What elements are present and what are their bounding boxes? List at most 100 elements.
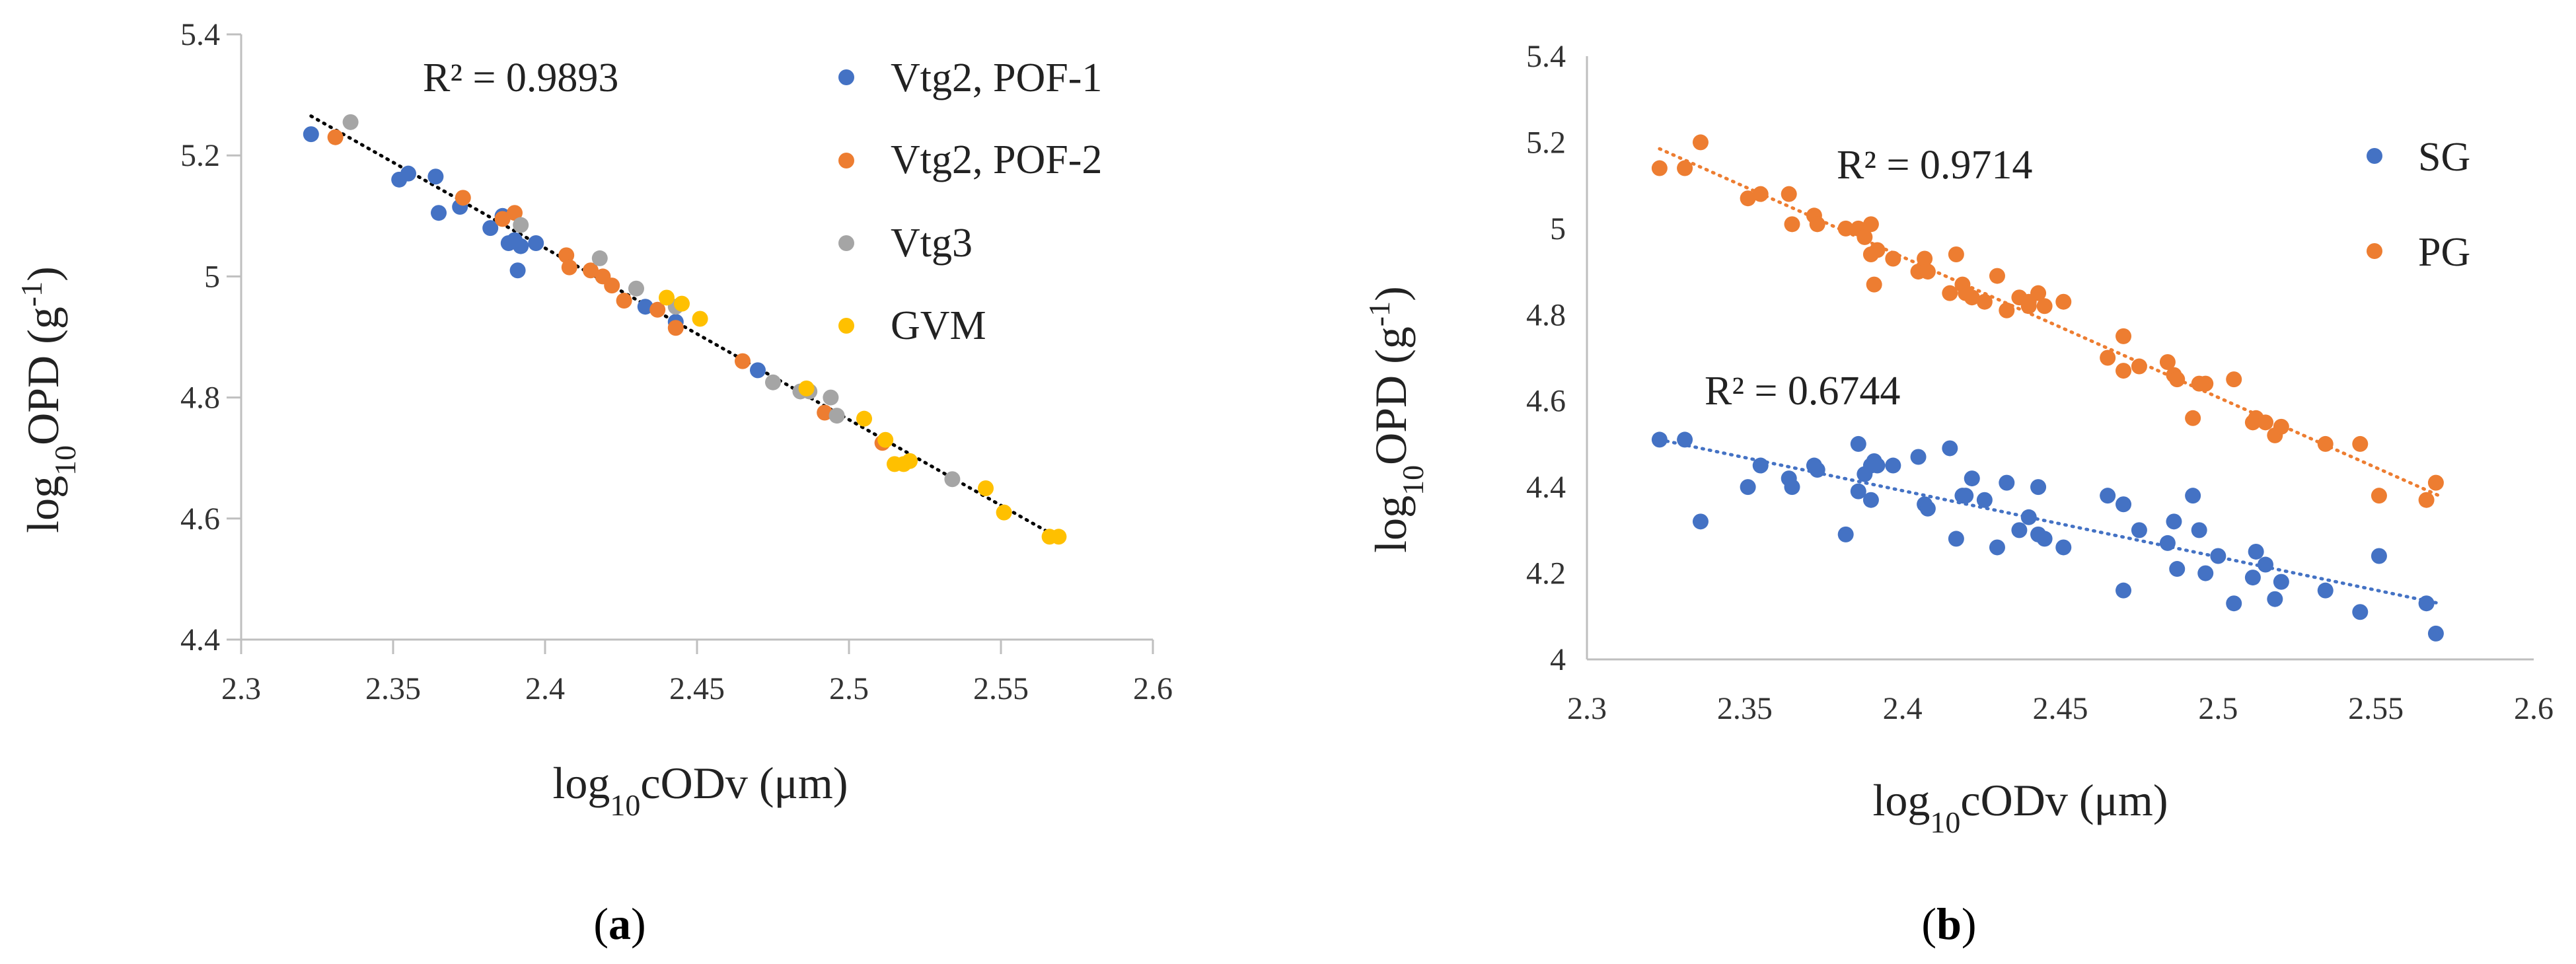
chart-a-y-tick-label: 4.4 bbox=[180, 622, 220, 657]
point-vtg3 bbox=[823, 389, 839, 406]
chart-a-x-tick-label: 2.4 bbox=[525, 671, 565, 706]
point-sg bbox=[1999, 474, 2015, 491]
chart-a-x-axis-label: log10cODv (μm) bbox=[553, 758, 848, 822]
point-vtg2-pof-2 bbox=[507, 205, 523, 221]
chart-a-trendlines bbox=[309, 114, 1064, 542]
point-vtg2-pof-2 bbox=[327, 129, 344, 145]
point-vtg2-pof-2 bbox=[558, 247, 575, 264]
point-sg bbox=[1869, 457, 1886, 474]
point-gvm bbox=[877, 431, 894, 448]
point-sg bbox=[1942, 440, 1958, 457]
legend-label-vtg2-pof1: Vtg2, POF-1 bbox=[891, 56, 1102, 100]
point-vtg2-pof-2 bbox=[583, 262, 599, 279]
point-pg bbox=[1809, 216, 1825, 233]
point-sg bbox=[2267, 591, 2283, 607]
point-pg bbox=[2159, 354, 2176, 371]
point-sg bbox=[1958, 488, 1974, 504]
point-gvm bbox=[1050, 529, 1067, 545]
chart-a-trendline-0 bbox=[309, 114, 1064, 542]
chart-b-trendline-0 bbox=[1658, 147, 2441, 498]
point-gvm bbox=[978, 480, 994, 496]
chart-a-ticks: 4.4 4.6 4.8 5 5.2 5.4 2.3 2.35 2.4 2.45 2.5 2.55 2.6 bbox=[180, 17, 1173, 706]
legend-marker-vtg3 bbox=[838, 235, 854, 251]
point-pg bbox=[2100, 350, 2116, 366]
chart-a-caption: (a) bbox=[593, 899, 645, 949]
legend-label-vtg3: Vtg3 bbox=[891, 221, 973, 266]
legend-label-gvm: GVM bbox=[891, 303, 986, 348]
chart-a-y-tick-label: 5.2 bbox=[180, 138, 220, 173]
legend-label-vtg2-pof2: Vtg2, POF-2 bbox=[891, 137, 1102, 182]
point-vtg2-pof-1 bbox=[303, 126, 319, 143]
point-sg bbox=[2317, 582, 2334, 599]
point-sg bbox=[2159, 535, 2176, 551]
point-pg bbox=[1976, 293, 1993, 310]
point-pg bbox=[1677, 160, 1693, 176]
chart-b-x-tick-label: 2.35 bbox=[1717, 691, 1773, 726]
chart-b-x-tick-label: 2.6 bbox=[2514, 691, 2554, 726]
chart-b-y-tick-label: 4.2 bbox=[1526, 556, 1566, 591]
chart-b-y-tick-label: 5.4 bbox=[1526, 39, 1566, 74]
point-gvm bbox=[674, 295, 690, 312]
point-pg bbox=[2371, 488, 2387, 504]
point-sg bbox=[1692, 513, 1709, 530]
point-vtg2-pof-2 bbox=[817, 404, 833, 421]
point-pg bbox=[1692, 134, 1709, 151]
point-sg bbox=[1651, 431, 1668, 448]
chart-a-axes bbox=[240, 34, 1153, 641]
point-vtg2-pof-2 bbox=[616, 293, 632, 309]
point-pg bbox=[2169, 371, 2186, 388]
chart-a-x-tick-label: 2.6 bbox=[1133, 671, 1173, 706]
point-sg bbox=[1964, 470, 1980, 487]
point-sg bbox=[2116, 582, 2132, 599]
point-pg bbox=[1869, 242, 1886, 258]
point-pg bbox=[1999, 302, 2015, 318]
point-pg bbox=[2055, 293, 2072, 310]
legend-marker-gvm bbox=[838, 318, 854, 334]
chart-b: 4 4.2 4.4 4.6 4.8 5 5.2 5.4 2.3 2.35 2.4 2.45 2.5 2.5… bbox=[1362, 39, 2554, 949]
point-sg bbox=[1677, 431, 1693, 448]
point-pg bbox=[1917, 250, 1933, 267]
point-vtg2-pof-1 bbox=[528, 235, 544, 252]
chart-b-y-tick-label: 4 bbox=[1550, 642, 1566, 677]
point-sg bbox=[2185, 488, 2201, 504]
point-sg bbox=[1910, 449, 1927, 465]
point-pg bbox=[1857, 229, 1873, 245]
point-vtg2-pof-1 bbox=[431, 205, 447, 221]
chart-b-x-tick-label: 2.3 bbox=[1567, 691, 1607, 726]
point-gvm bbox=[692, 311, 708, 327]
point-vtg2-pof-2 bbox=[649, 301, 666, 318]
point-vtg2-pof-2 bbox=[604, 278, 620, 294]
point-sg bbox=[1784, 479, 1800, 496]
point-pg bbox=[1948, 246, 1964, 262]
chart-b-y-tick-label: 5.2 bbox=[1526, 125, 1566, 160]
point-sg bbox=[2011, 522, 2028, 538]
point-pg bbox=[2131, 358, 2147, 375]
point-vtg2-pof-1 bbox=[400, 165, 416, 182]
point-sg bbox=[2131, 522, 2147, 538]
chart-b-trendline-1 bbox=[1658, 437, 2441, 605]
point-pg bbox=[1958, 285, 1974, 301]
point-pg bbox=[1784, 216, 1800, 233]
chart-a-x-tick-label: 2.35 bbox=[365, 671, 421, 706]
chart-b-ticks: 4 4.2 4.4 4.6 4.8 5 5.2 5.4 2.3 2.35 2.4 2.45 2.5 2.5… bbox=[1526, 39, 2554, 726]
point-vtg2-pof-2 bbox=[735, 353, 751, 369]
point-sg bbox=[1885, 457, 1901, 474]
chart-a-y-tick-label: 5.4 bbox=[180, 17, 220, 52]
point-sg bbox=[2100, 488, 2116, 504]
chart-a-x-tick-label: 2.55 bbox=[973, 671, 1029, 706]
chart-b-y-tick-label: 4.8 bbox=[1526, 297, 1566, 332]
chart-a-x-tick-label: 2.45 bbox=[669, 671, 725, 706]
point-vtg2-pof-1 bbox=[482, 220, 499, 237]
point-pg bbox=[2020, 293, 2037, 310]
point-pg bbox=[2226, 371, 2242, 388]
legend-marker-vtg2-pof2 bbox=[838, 153, 854, 168]
legend-label-pg: PG bbox=[2418, 230, 2470, 275]
point-vtg2-pof-1 bbox=[509, 262, 526, 279]
point-vtg3 bbox=[342, 114, 359, 130]
point-pg bbox=[2317, 435, 2334, 452]
point-vtg3 bbox=[628, 280, 644, 297]
chart-b-x-tick-label: 2.55 bbox=[2348, 691, 2404, 726]
legend-marker-pg bbox=[2367, 243, 2382, 259]
point-vtg2-pof-2 bbox=[561, 259, 577, 276]
point-pg bbox=[1837, 220, 1854, 237]
